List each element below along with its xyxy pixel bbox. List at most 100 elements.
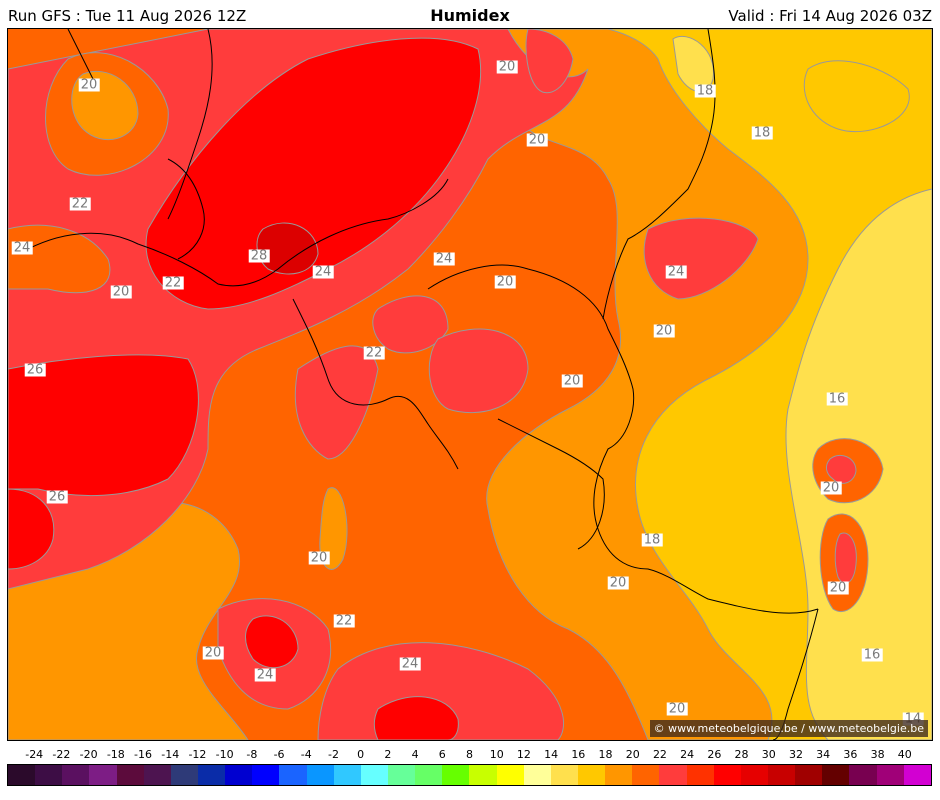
band-24-26-be — [372, 295, 449, 354]
band-26-28-south — [245, 615, 299, 669]
legend-tick-label: -14 — [161, 748, 180, 761]
band-16-18-north — [672, 35, 714, 92]
legend-tick-label: -18 — [106, 748, 125, 761]
legend-tick-label: 2 — [384, 748, 392, 761]
contour-label: 20 — [561, 373, 583, 389]
legend-swatch — [89, 765, 117, 785]
legend-swatch — [143, 765, 171, 785]
contour-label: 24 — [11, 240, 33, 256]
legend-tick-label: 0 — [357, 748, 365, 761]
legend-ticks: -24 -22 -20 -18 -16 -14 -12 -10 -8 -6 -4 -2 0 2 4 6 8 10 1… — [7, 748, 932, 762]
legend-tick-label: 8 — [466, 748, 473, 761]
band-24-26-de — [643, 217, 759, 300]
valid-time: Valid : Fri 14 Aug 2026 03Z — [728, 7, 932, 25]
band-24-26-lux — [428, 328, 529, 414]
band-24-26-center — [294, 345, 379, 460]
legend-swatch — [62, 765, 90, 785]
band-26-28-se — [373, 696, 459, 740]
legend-tick-label: 4 — [411, 748, 419, 761]
legend-swatch — [767, 765, 796, 785]
band-22-24-west — [8, 224, 111, 294]
contour-label: 22 — [162, 275, 184, 291]
legend-tick-label: -22 — [52, 748, 71, 761]
contour-label: 24 — [254, 667, 276, 683]
legend-tick-label: 28 — [734, 748, 749, 761]
legend-swatch — [387, 765, 416, 785]
legend-tick-label: -2 — [327, 748, 339, 761]
legend-tick-label: -16 — [134, 748, 152, 761]
run-info: Run GFS : Tue 11 Aug 2026 12Z — [8, 7, 247, 25]
contour-label: 24 — [399, 656, 421, 672]
band-24-26-north — [525, 29, 574, 94]
legend-swatch — [197, 765, 226, 785]
band-20-22-center — [319, 487, 348, 570]
legend-swatch — [35, 765, 63, 785]
map-title: Humidex — [430, 6, 510, 25]
legend-swatch — [849, 765, 877, 785]
band-24-26-east — [825, 455, 857, 484]
contour-label: 22 — [69, 196, 91, 212]
legend-tick-label: 30 — [761, 748, 776, 761]
legend-swatch — [252, 765, 280, 785]
band-26-28-sw — [8, 488, 55, 570]
legend-tick-label: 14 — [544, 748, 559, 761]
country-borders — [27, 29, 819, 740]
contour-label: 20 — [827, 580, 849, 596]
contour-label: 28 — [248, 248, 270, 264]
legend-tick-label: 36 — [843, 748, 858, 761]
legend-swatch — [8, 765, 36, 785]
contour-label: 24 — [312, 264, 334, 280]
contour-label: 16 — [826, 391, 848, 407]
humidex-map: 20 20 20 18 18 22 24 28 24 24 20 20 22 2… — [7, 28, 933, 741]
legend-tick-label: 16 — [571, 748, 586, 761]
legend-tick-label: 32 — [788, 748, 803, 761]
contour-label: 20 — [607, 575, 629, 591]
band-18-20-ne — [803, 60, 910, 133]
legend-tick-label: -24 — [25, 748, 44, 761]
band-24-26-east2 — [834, 532, 857, 584]
legend-swatch — [605, 765, 633, 785]
contour-label: 20 — [526, 132, 548, 148]
legend-tick-label: -8 — [246, 748, 258, 761]
legend-swatch — [550, 765, 578, 785]
contour-label: 20 — [496, 59, 518, 75]
legend-tick-label: 22 — [652, 748, 667, 761]
contour-label: 24 — [665, 264, 687, 280]
contour-label: 26 — [24, 362, 46, 378]
band-26-28-north — [145, 37, 482, 310]
legend-swatch — [903, 765, 931, 785]
legend-swatch — [360, 765, 388, 785]
legend-swatch — [740, 765, 768, 785]
legend-swatch — [713, 765, 741, 785]
contour-label: 20 — [202, 645, 224, 661]
contour-label: 20 — [110, 284, 132, 300]
legend-swatch — [632, 765, 660, 785]
legend-tick-label: 24 — [680, 748, 695, 761]
contour-label: 20 — [494, 274, 516, 290]
legend-tick-label: 12 — [516, 748, 531, 761]
contour-label: 20 — [820, 480, 842, 496]
legend-tick-label: -20 — [79, 748, 98, 761]
legend-swatch — [170, 765, 198, 785]
legend-tick-label: 26 — [707, 748, 722, 761]
legend-tick-label: 20 — [625, 748, 640, 761]
contour-label: 16 — [861, 647, 883, 663]
contour-label: 20 — [78, 77, 100, 93]
contour-label: 26 — [46, 489, 68, 505]
legend-swatch — [876, 765, 904, 785]
legend-tick-label: -10 — [215, 748, 234, 761]
legend-swatch — [306, 765, 334, 785]
credit-text: © www.meteobelgique.be / www.meteobelgie… — [649, 720, 928, 737]
contour-label: 22 — [333, 613, 355, 629]
legend-tick-label: 10 — [489, 748, 504, 761]
legend-tick-label: 40 — [897, 748, 912, 761]
contour-label: 18 — [751, 125, 773, 141]
contour-label: 18 — [694, 83, 716, 99]
legend-tick-label: 6 — [438, 748, 446, 761]
contour-label: 18 — [641, 532, 663, 548]
legend-tick-label: -12 — [188, 748, 207, 761]
legend-tick-label: -4 — [300, 748, 312, 761]
legend-swatch — [225, 765, 253, 785]
contour-label: 20 — [666, 701, 688, 717]
legend-swatch — [659, 765, 687, 785]
